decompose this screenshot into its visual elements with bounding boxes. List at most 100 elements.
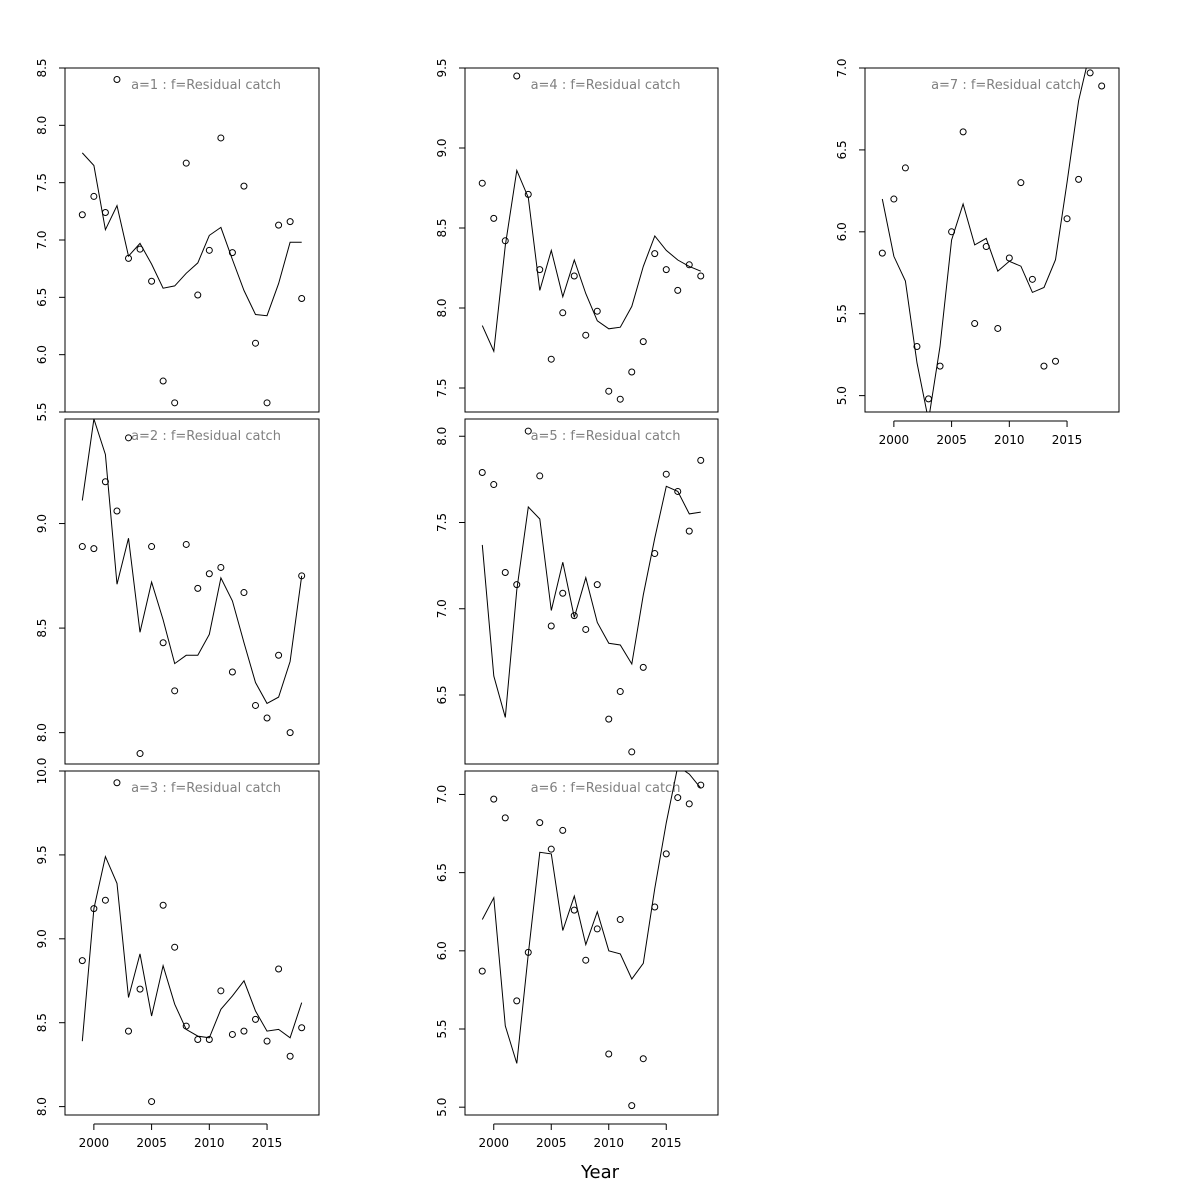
- y-tick-label: 8.0: [435, 427, 449, 446]
- fitted-line: [481, 485, 701, 718]
- observed-point: [685, 800, 693, 808]
- observed-point: [240, 589, 248, 597]
- observed-point: [536, 266, 544, 274]
- observed-point: [662, 266, 670, 274]
- observed-point: [90, 192, 98, 200]
- observed-point: [628, 368, 636, 376]
- observed-point: [90, 545, 98, 553]
- y-tick-label: 7.0: [835, 58, 849, 77]
- observed-point: [1098, 82, 1106, 90]
- observed-point: [286, 729, 294, 737]
- observed-point: [605, 387, 613, 395]
- observed-point: [616, 395, 624, 403]
- panel-2: a=2 : f=Residual catch 8.0 8.5 9.0: [35, 418, 320, 765]
- y-tick-label: 8.5: [35, 619, 49, 638]
- observed-point: [113, 779, 121, 787]
- y-tick-label: 7.0: [435, 785, 449, 804]
- observed-point: [217, 134, 225, 142]
- observed-point: [252, 1015, 259, 1023]
- y-tick-label: 6.0: [835, 222, 849, 241]
- observed-point: [478, 967, 486, 975]
- observed-point: [948, 228, 956, 236]
- x-axis-title: Year: [580, 1162, 620, 1183]
- observed-point: [217, 987, 225, 995]
- y-tick-label: 8.5: [435, 218, 449, 237]
- y-tick-label: 5.0: [435, 1098, 449, 1117]
- y-tick-label: 9.0: [35, 929, 49, 948]
- observed-point: [513, 72, 521, 80]
- observed-point: [605, 1050, 613, 1058]
- fitted-line: [481, 771, 702, 1064]
- y-tick-label: 9.5: [35, 845, 49, 864]
- observed-point: [524, 427, 532, 435]
- observed-point: [148, 1098, 156, 1106]
- y-tick-label: 8.0: [35, 116, 49, 135]
- observed-point: [547, 355, 555, 363]
- x-tick-label: 2005: [536, 1136, 567, 1150]
- observed-point: [159, 377, 167, 385]
- y-tick-label: 6.5: [435, 685, 449, 704]
- observed-point: [136, 985, 144, 993]
- observed-point: [217, 563, 225, 571]
- observed-point: [628, 748, 636, 756]
- observed-point: [194, 1035, 202, 1043]
- observed-point: [559, 826, 567, 834]
- observed-point: [593, 581, 601, 589]
- panel-title: a=7 : f=Residual catch: [931, 78, 1081, 93]
- y-tick-label: 7.5: [435, 378, 449, 397]
- observed-point: [616, 916, 624, 924]
- observed-point: [524, 190, 532, 198]
- y-tick-label: 5.5: [835, 304, 849, 323]
- observed-point: [513, 581, 521, 589]
- observed-point: [490, 795, 498, 803]
- y-tick-label: 10.0: [35, 758, 49, 785]
- y-tick-label: 8.0: [35, 1097, 49, 1116]
- observed-point: [286, 218, 294, 226]
- observed-point: [570, 906, 578, 914]
- observed-point: [559, 589, 567, 597]
- x-tick-label: 2000: [79, 1136, 110, 1150]
- observed-point: [478, 468, 486, 476]
- y-tick-label: 7.5: [435, 513, 449, 532]
- y-tick-label: 9.0: [435, 138, 449, 157]
- observed-point: [113, 75, 121, 83]
- observed-point: [194, 584, 202, 592]
- observed-point: [662, 470, 670, 478]
- observed-point: [240, 182, 248, 190]
- panel-title: a=1 : f=Residual catch: [131, 78, 281, 93]
- x-tick-label: 2005: [936, 433, 967, 447]
- observed-point: [651, 250, 659, 258]
- observed-point: [685, 261, 693, 269]
- observed-point: [159, 639, 167, 647]
- y-tick-label: 7.5: [35, 173, 49, 192]
- observed-point: [674, 794, 682, 802]
- observed-point: [78, 211, 86, 219]
- observed-point: [936, 362, 944, 370]
- y-tick-label: 9.5: [435, 58, 449, 77]
- panel-4: a=4 : f=Residual catch 7.5 8.0 8.5 9.0 9.5: [435, 58, 719, 413]
- x-tick-label: 2000: [478, 1136, 509, 1150]
- observed-point: [252, 701, 259, 709]
- y-tick-label: 8.0: [35, 723, 49, 742]
- panel-frame: [464, 67, 719, 413]
- observed-point: [959, 128, 967, 136]
- panel-frame: [64, 418, 320, 765]
- observed-point: [228, 249, 236, 257]
- observed-point: [298, 572, 306, 580]
- panels-group: a=1 : f=Residual catch 5.5 6.0 6.5 7.0 7.5 8.0…: [35, 58, 1120, 1150]
- observed-point: [101, 208, 109, 216]
- y-tick-label: 5.0: [835, 386, 849, 405]
- observed-point: [674, 487, 682, 495]
- observed-point: [1052, 357, 1059, 365]
- observed-point: [478, 179, 486, 187]
- observed-point: [662, 850, 670, 858]
- x-tick-label: 2010: [593, 1136, 624, 1150]
- observed-point: [148, 543, 156, 551]
- observed-point: [182, 540, 190, 548]
- observed-point: [205, 570, 213, 578]
- observed-point: [1075, 175, 1083, 183]
- x-tick-label: 2005: [136, 1136, 167, 1150]
- observed-point: [159, 901, 167, 909]
- observed-point: [1063, 215, 1071, 223]
